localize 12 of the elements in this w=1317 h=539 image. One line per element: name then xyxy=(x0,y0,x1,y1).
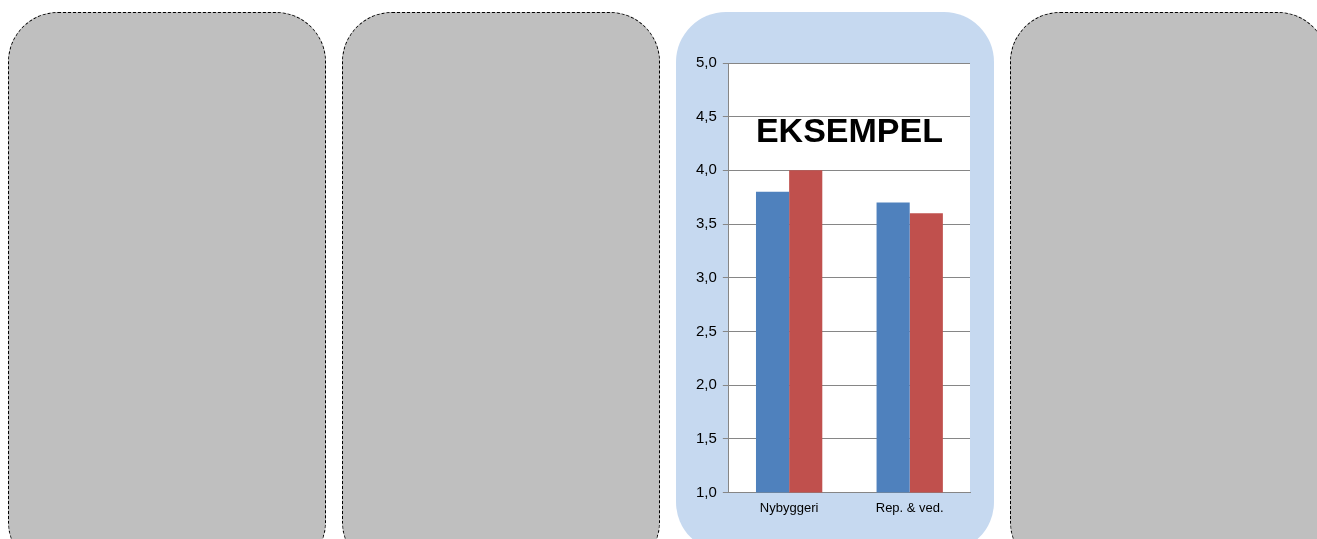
y-tick-label: 1,0 xyxy=(695,482,717,500)
y-tick-label: 5,0 xyxy=(695,53,717,71)
x-tick-label: Nybyggeri xyxy=(759,499,819,515)
y-tick-label: 3,5 xyxy=(695,214,717,232)
annotation: EKSEMPEL xyxy=(755,111,943,150)
y-tick-label: 1,5 xyxy=(695,428,717,446)
y-tick-label: 3,0 xyxy=(695,267,717,285)
y-tick-label: 4,0 xyxy=(695,160,717,178)
y-tick-label: 4,5 xyxy=(695,106,717,124)
y-tick-label: 2,5 xyxy=(695,321,717,339)
x-tick-label: Rep. & ved. xyxy=(875,499,944,515)
y-tick-label: 2,0 xyxy=(695,375,717,393)
